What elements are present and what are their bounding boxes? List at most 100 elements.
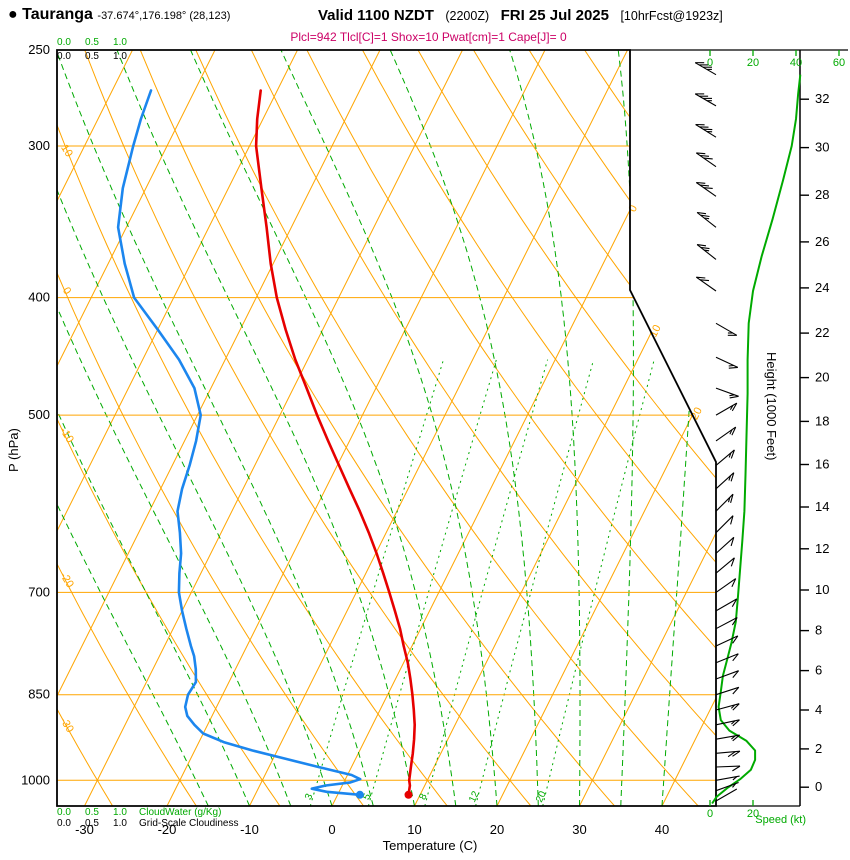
wind-barb-full — [703, 187, 713, 189]
isotherm-line — [249, 50, 628, 806]
temperature-tick-label: 20 — [490, 822, 504, 837]
wind-barb-staff — [695, 182, 717, 197]
moist-adiabat-line — [389, 50, 539, 806]
valid-date: FRI 25 Jul 2025 — [500, 7, 609, 24]
dry-adiabat-label: -20 — [57, 570, 76, 590]
dry-adiabat-label: -10 — [57, 425, 76, 445]
wind-barb-staff — [715, 703, 740, 711]
wind-barb-staff — [696, 244, 717, 260]
pressure-tick-label: 250 — [28, 42, 50, 57]
wind-barb-staff — [695, 152, 717, 168]
height-tick-label: 28 — [815, 187, 829, 202]
temperature-tick-label: 40 — [655, 822, 669, 837]
wind-barb-full — [697, 244, 707, 247]
cloudiness-axis-label: Grid-Scale Cloudiness — [139, 818, 239, 829]
wind-barb-staff — [715, 734, 740, 740]
station-name: Tauranga — [22, 6, 93, 23]
mixing-ratio-label: 3 — [303, 792, 316, 802]
temperature-axis-title: Temperature (C) — [382, 838, 478, 853]
height-tick-label: 4 — [815, 702, 822, 717]
wind-barb-staff — [715, 670, 739, 680]
dry-adiabat-line — [57, 50, 448, 806]
wind-barb-half — [728, 475, 732, 481]
mixing-ratio-line — [309, 359, 444, 806]
wind-barb-full — [732, 734, 740, 742]
height-tick-label: 24 — [815, 280, 829, 295]
wind-barb-staff — [715, 719, 740, 726]
wind-barb-half — [704, 217, 710, 220]
speed-tick-label-top: 0 — [707, 57, 713, 69]
sounding-curves — [116, 89, 417, 797]
wind-barb-full — [730, 557, 735, 567]
speed-tick-label-bottom: 0 — [707, 808, 713, 820]
wind-barb-full — [731, 578, 737, 588]
speed-tick-label-bottom: 20 — [747, 808, 759, 820]
dry-adiabat-line — [57, 50, 197, 806]
wind-barb-full — [732, 765, 741, 772]
temperature-curve — [254, 89, 417, 797]
wind-barb-full — [729, 395, 739, 399]
wind-barb-full — [699, 154, 710, 157]
mixing-ratio-line — [424, 359, 549, 806]
wind-barb-full — [731, 617, 738, 626]
dry-adiabat-line — [250, 50, 716, 806]
wind-barb-full — [732, 750, 741, 757]
valid-time-line: Valid 1100 NZDT (2200Z) FRI 25 Jul 2025 … — [318, 7, 730, 25]
temperature-tick-label: 30 — [572, 822, 586, 837]
height-axis-title: Height (1000 Feet) — [764, 352, 779, 461]
wind-barb-staff — [715, 617, 738, 630]
wind-barb-half — [729, 394, 735, 397]
wind-barb-staff — [715, 426, 737, 442]
moist-adiabat-line — [280, 50, 498, 806]
dry-adiabat-line — [362, 50, 716, 806]
wind-barb-staff — [715, 356, 739, 368]
height-tick-label: 14 — [815, 499, 829, 514]
wind-barb-half — [727, 497, 731, 503]
valid-time-z: (2200Z) — [445, 9, 490, 23]
dewpoint-curve — [116, 89, 362, 797]
wind-barb-staff — [715, 635, 739, 647]
wind-barb-staff — [715, 750, 740, 754]
isotherm-line — [57, 50, 298, 806]
wind-barbs — [694, 62, 741, 802]
wind-barb-staff — [715, 765, 741, 768]
temperature-tick-label: -30 — [75, 822, 94, 837]
wind-barb-full — [727, 751, 736, 758]
wind-barb-half — [730, 704, 736, 709]
isotherm-line — [414, 50, 716, 806]
height-tick-label: 30 — [815, 140, 829, 155]
pressure-tick-label: 850 — [28, 687, 50, 702]
dry-adiabat-line — [195, 50, 699, 806]
moist-adiabat-line — [57, 50, 250, 806]
wind-barb-staff — [715, 515, 734, 534]
dry-adiabat-line — [57, 50, 114, 806]
pressure-tick-label: 500 — [28, 407, 50, 422]
temperature-tick-label: 0 — [328, 822, 335, 837]
mixing-ratio-label: 5 — [361, 792, 374, 802]
wind-barb-full — [730, 472, 735, 482]
cloudiness-scale-bottom: 0.0 0.5 1.0 Grid-Scale Cloudiness — [57, 818, 239, 829]
wind-barb-full — [731, 402, 738, 412]
wind-barb-half — [729, 405, 734, 410]
wind-barb-full — [699, 279, 710, 282]
wind-barb-half — [728, 452, 732, 458]
wind-barb-full — [730, 494, 734, 504]
isotherm-label: 20 — [689, 405, 705, 421]
wind-barb-full — [732, 635, 739, 644]
wind-barb-full — [697, 211, 707, 215]
isotherm-line — [331, 50, 711, 806]
wind-barb-full — [696, 152, 706, 155]
pressure-axis-title: P (hPa) — [6, 428, 21, 472]
station-header: ● Tauranga -37.674°,176.198° (28,123) — [8, 6, 230, 24]
isotherm-label: 10 — [648, 323, 664, 339]
station-coords: -37.674°,176.198° (28,123) — [97, 10, 231, 22]
wind-barb-half — [731, 735, 736, 740]
height-tick-label: 2 — [815, 741, 822, 756]
moist-adiabat-line — [57, 50, 333, 806]
wind-barb-full — [696, 276, 706, 279]
wind-barb-staff — [715, 402, 738, 416]
speed-tick-label-top: 20 — [747, 57, 759, 69]
isotherm-line — [84, 50, 463, 806]
